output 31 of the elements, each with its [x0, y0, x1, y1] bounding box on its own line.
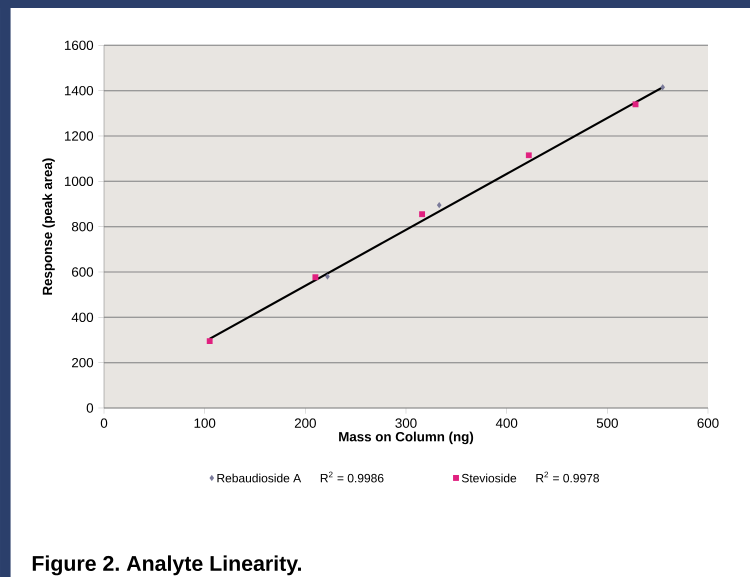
point: [325, 274, 330, 280]
y-tick-label: 0: [86, 403, 94, 413]
x-tick-label: 500: [596, 418, 618, 428]
text: R$^{2}$ = 0.9978: [536, 472, 599, 482]
y-tick-label: 1400: [64, 86, 94, 96]
legend-label: Stevioside: [462, 474, 516, 482]
point: [660, 84, 665, 90]
point: [526, 152, 532, 158]
x-tick-label: 0: [100, 418, 108, 428]
y-tick-label: 1600: [64, 40, 94, 50]
x-tick-label: 400: [496, 418, 518, 428]
point: [632, 101, 638, 108]
text: R$^{2}$ = 0.9986: [320, 472, 384, 482]
y-tick-label: 1000: [64, 176, 94, 186]
y-tick-label: 400: [72, 312, 94, 322]
legend-label: Rebaudioside A: [217, 474, 302, 482]
point: [419, 211, 426, 218]
x-tick-label: 600: [698, 418, 719, 428]
x-axis-title: Mass on Column (ng): [339, 432, 474, 444]
y-axis-title: Response (peak area): [42, 158, 55, 295]
x-tick-label: 100: [194, 418, 216, 428]
x-tick-label: 300: [395, 418, 417, 428]
y-tick-label: 800: [72, 222, 94, 232]
y-tick-label: 200: [72, 358, 94, 368]
y-tick-label: 1200: [64, 131, 94, 141]
x-tick-label: 200: [294, 418, 316, 428]
y-tick-label: 600: [72, 267, 94, 277]
point: [436, 202, 442, 208]
text: Figure 2. Analyte Linearity.: [32, 555, 302, 576]
point: [206, 338, 213, 344]
point: [312, 274, 318, 280]
